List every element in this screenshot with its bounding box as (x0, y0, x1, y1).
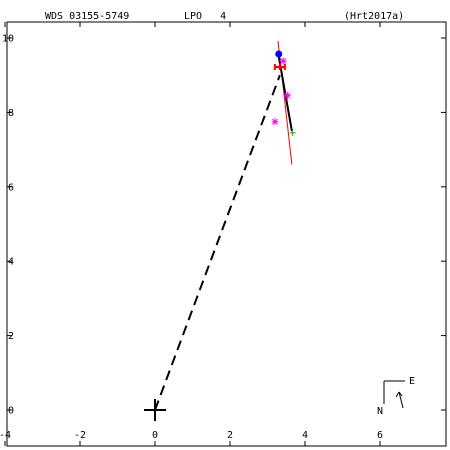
y-tick-label: 4 (8, 257, 14, 268)
compass-north-label: N (377, 406, 383, 417)
observation-point (289, 129, 296, 136)
header-right-label: (Hrt2017a) (344, 11, 404, 22)
x-tick-label: 2 (227, 430, 233, 441)
observation-point (283, 92, 291, 100)
x-tick-label: 0 (152, 430, 158, 441)
x-tick-label: 4 (302, 430, 308, 441)
axis-ticks (4, 22, 446, 446)
plot-frame (6, 21, 447, 447)
primary-to-companion-dashed-line (154, 74, 281, 411)
y-tick-label: 6 (8, 182, 14, 193)
x-tick-label: -2 (74, 430, 86, 441)
observation-point (275, 50, 283, 58)
observation-point (273, 64, 286, 71)
observation-point (279, 57, 287, 65)
header-left-label: WDS 03155-5749 (45, 11, 129, 22)
y-tick-label: 8 (8, 108, 14, 119)
y-tick-label: 2 (8, 331, 14, 342)
compass-east-label: E (409, 376, 415, 387)
compass: E N (377, 376, 415, 417)
y-tick-label: 10 (2, 34, 14, 45)
y-tick-label: 0 (8, 406, 14, 417)
motion-arrow-icon (395, 391, 404, 409)
x-tick-label: -4 (0, 430, 11, 441)
x-tick-label: 6 (377, 430, 383, 441)
header-middle-label: LPO 4 (184, 11, 226, 22)
observation-point (271, 118, 279, 126)
chart-marks (144, 40, 296, 421)
axis-tick-labels: -4 -2 0 2 4 6 0 2 4 6 8 10 (0, 34, 383, 442)
